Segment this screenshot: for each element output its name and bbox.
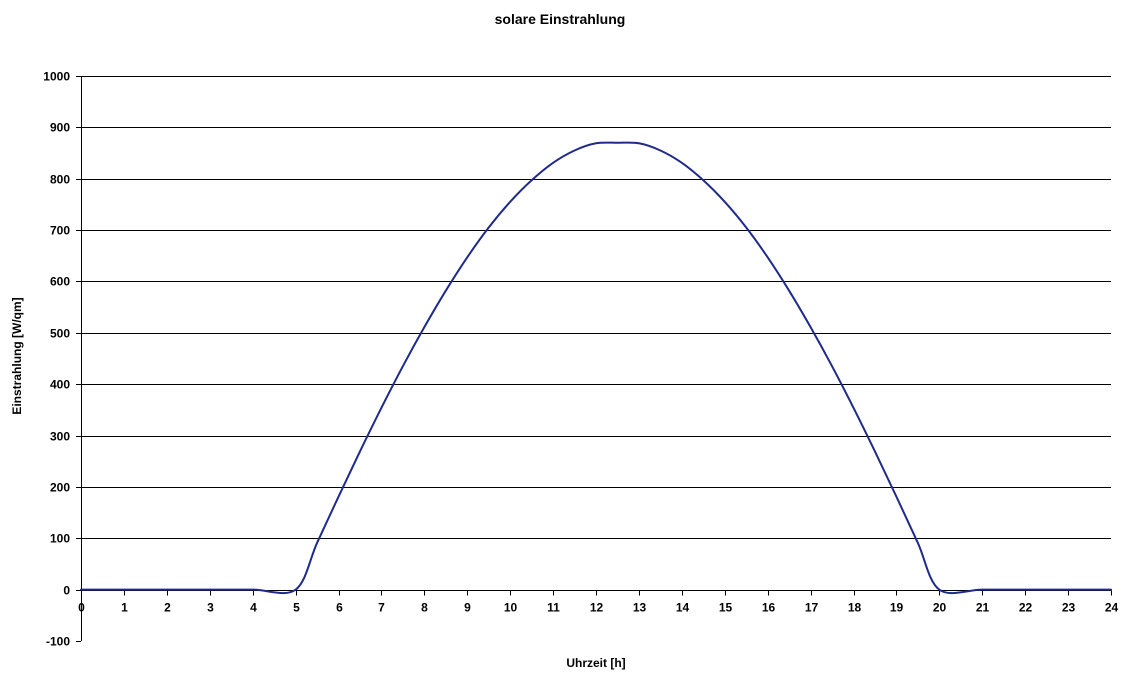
x-tick-label: 22 <box>1019 601 1033 615</box>
y-tick-labels: -100 0 100 200 300 400 500 600 700 800 900 1000 <box>43 70 70 649</box>
chart-title: solare Einstrahlung <box>495 11 626 27</box>
y-tick-label: 200 <box>50 481 70 495</box>
x-tick-label: 6 <box>336 601 343 615</box>
y-tick-label: 0 <box>63 584 70 598</box>
x-tick-label: 13 <box>633 601 647 615</box>
y-tick-label: 100 <box>50 532 70 546</box>
x-tick-label: 2 <box>164 601 171 615</box>
x-tick-label: 4 <box>250 601 257 615</box>
x-tick-label: 5 <box>293 601 300 615</box>
x-tick-label: 20 <box>933 601 947 615</box>
x-tick-label: 23 <box>1062 601 1076 615</box>
y-tick-label: -100 <box>46 635 70 649</box>
x-tick-label: 11 <box>547 601 560 615</box>
y-tick-label: 800 <box>50 173 70 187</box>
x-tick-label: 17 <box>805 601 819 615</box>
y-tick-label: 600 <box>50 275 70 289</box>
y-axis-title: Einstrahlung [W/qm] <box>10 297 24 414</box>
x-tick-label: 21 <box>976 601 990 615</box>
x-tick-label: 7 <box>378 601 385 615</box>
x-tick-label: 14 <box>676 601 690 615</box>
y-tick-label: 700 <box>50 224 70 238</box>
y-tick-label: 900 <box>50 121 70 135</box>
y-tick-label: 300 <box>50 430 70 444</box>
x-tick-label: 9 <box>464 601 471 615</box>
axes <box>76 76 1112 642</box>
x-tick-label: 15 <box>719 601 733 615</box>
x-tick-label: 19 <box>890 601 904 615</box>
x-tick-label: 12 <box>590 601 604 615</box>
series-line-0 <box>80 141 1112 595</box>
x-tick-label: 16 <box>762 601 776 615</box>
y-tick-label: 1000 <box>43 70 70 84</box>
x-tick-label: 0 <box>78 601 85 615</box>
x-tick-label: 3 <box>207 601 214 615</box>
grid-lines <box>81 76 1111 591</box>
x-tick-label: 1 <box>121 601 128 615</box>
y-tick-label: 400 <box>50 378 70 392</box>
x-tick-labels: 0 1 2 3 4 5 6 7 8 9 10 11 12 13 14 15 16 17 18 19 20 21 22 23 24 <box>78 601 1118 615</box>
x-tick-label: 10 <box>504 601 518 615</box>
y-tick-label: 500 <box>50 327 70 341</box>
series-layer <box>80 141 1112 595</box>
x-tick-label: 24 <box>1105 601 1119 615</box>
x-axis-title: Uhrzeit [h] <box>566 656 625 670</box>
x-tick-label: 8 <box>421 601 428 615</box>
x-tick-label: 18 <box>848 601 862 615</box>
